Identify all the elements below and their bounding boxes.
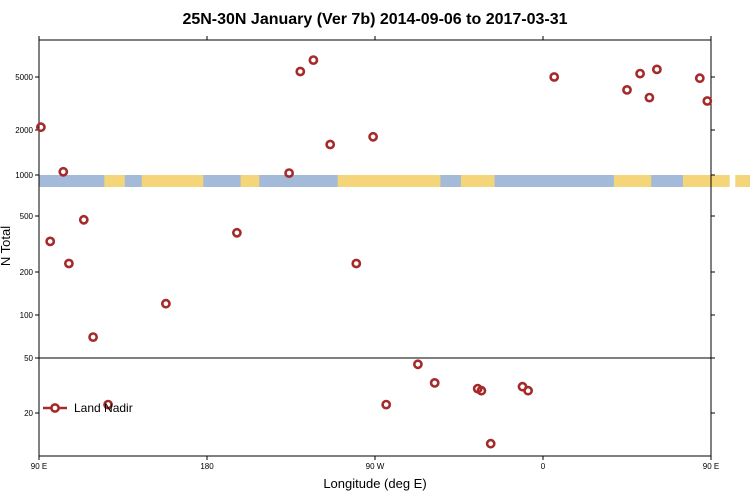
point-0-16: [412, 359, 423, 370]
map-land-4: [460, 175, 495, 187]
point-0-20: [485, 438, 496, 449]
point-0-0: [36, 122, 46, 133]
point-0-23: [549, 72, 560, 82]
point-0-26: [644, 92, 655, 103]
x-tick-label-1: 180: [200, 462, 214, 471]
x-tick-label-2: 90 W: [366, 462, 385, 471]
point-0-6: [103, 399, 113, 410]
data-points: [36, 55, 713, 449]
chart-title: 25N-30N January (Ver 7b) 2014-09-06 to 2…: [182, 11, 567, 28]
x-tick-label-4: 90 E: [703, 462, 719, 471]
point-0-27: [652, 64, 662, 75]
point-0-3: [64, 258, 74, 269]
map-land-5: [613, 175, 652, 187]
x-tick-label-3: 0: [541, 462, 546, 471]
point-0-5: [88, 332, 98, 342]
point-0-10: [295, 66, 306, 77]
y-axis-label: N Total: [0, 226, 13, 266]
legend-marker-0: [50, 403, 60, 413]
point-0-28: [694, 73, 705, 84]
point-0-29: [702, 96, 713, 106]
y-tick-label-5: 100: [20, 311, 34, 320]
map-land-6: [683, 175, 730, 187]
point-0-24: [622, 85, 632, 95]
point-0-17: [429, 377, 440, 388]
map-land-2: [240, 175, 260, 187]
legend: Land Nadir: [43, 401, 133, 415]
y-axis-ticks: 5000 2000 1000 500 200 100 50 20: [15, 73, 715, 418]
point-0-15: [381, 399, 392, 410]
point-0-25: [635, 68, 645, 79]
y-tick-label-6: 50: [24, 354, 33, 363]
y-tick-label-0: 5000: [15, 73, 33, 82]
map-land-1: [141, 175, 204, 187]
y-tick-label-2: 1000: [15, 171, 33, 180]
map-land-7: [735, 175, 750, 187]
point-0-13: [351, 258, 362, 269]
y-tick-label-1: 2000: [15, 126, 33, 135]
y-tick-label-3: 500: [20, 212, 34, 221]
point-0-8: [231, 227, 242, 238]
legend-label-0: Land Nadir: [74, 401, 133, 415]
point-0-1: [45, 236, 56, 247]
point-0-12: [325, 139, 336, 150]
point-0-4: [78, 214, 89, 225]
point-0-2: [58, 166, 69, 177]
plot-border: [38, 39, 712, 457]
point-0-22: [523, 385, 533, 396]
point-0-11: [308, 55, 319, 65]
point-0-14: [368, 131, 378, 142]
x-axis-label: Longitude (deg E): [323, 476, 426, 491]
map-land-0: [104, 175, 125, 187]
world-map-band: [39, 175, 750, 187]
point-0-9: [284, 168, 294, 178]
plot-frame: [38, 39, 712, 457]
point-0-19: [476, 385, 487, 396]
map-land-3: [337, 175, 441, 187]
point-0-7: [160, 298, 171, 309]
x-axis-ticks: 90 E 180 90 W 0 90 E: [31, 36, 719, 471]
x-tick-label-0: 90 E: [31, 462, 47, 471]
y-tick-label-7: 20: [24, 409, 33, 418]
y-tick-label-4: 200: [20, 268, 34, 277]
